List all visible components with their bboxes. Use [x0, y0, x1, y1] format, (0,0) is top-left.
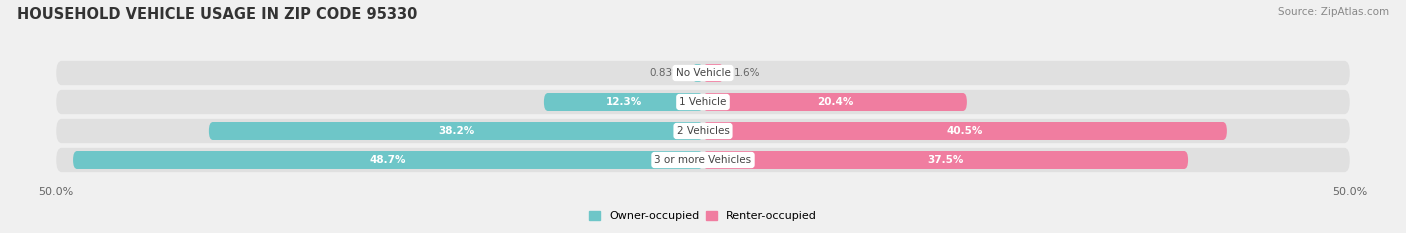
Text: 1 Vehicle: 1 Vehicle [679, 97, 727, 107]
FancyBboxPatch shape [703, 122, 1227, 140]
FancyBboxPatch shape [692, 64, 703, 82]
Legend: Owner-occupied, Renter-occupied: Owner-occupied, Renter-occupied [585, 206, 821, 226]
FancyBboxPatch shape [703, 64, 724, 82]
FancyBboxPatch shape [703, 151, 1188, 169]
Text: 2 Vehicles: 2 Vehicles [676, 126, 730, 136]
FancyBboxPatch shape [56, 148, 1350, 172]
FancyBboxPatch shape [73, 151, 703, 169]
Text: 1.6%: 1.6% [734, 68, 761, 78]
Text: 37.5%: 37.5% [928, 155, 963, 165]
Text: 38.2%: 38.2% [437, 126, 474, 136]
FancyBboxPatch shape [56, 119, 1350, 143]
Text: 48.7%: 48.7% [370, 155, 406, 165]
FancyBboxPatch shape [209, 122, 703, 140]
FancyBboxPatch shape [56, 90, 1350, 114]
FancyBboxPatch shape [544, 93, 703, 111]
Text: HOUSEHOLD VEHICLE USAGE IN ZIP CODE 95330: HOUSEHOLD VEHICLE USAGE IN ZIP CODE 9533… [17, 7, 418, 22]
Text: 40.5%: 40.5% [946, 126, 983, 136]
Text: 20.4%: 20.4% [817, 97, 853, 107]
FancyBboxPatch shape [56, 61, 1350, 85]
Text: 0.83%: 0.83% [650, 68, 682, 78]
Text: 3 or more Vehicles: 3 or more Vehicles [654, 155, 752, 165]
Text: Source: ZipAtlas.com: Source: ZipAtlas.com [1278, 7, 1389, 17]
FancyBboxPatch shape [703, 93, 967, 111]
Text: 12.3%: 12.3% [606, 97, 641, 107]
Text: No Vehicle: No Vehicle [675, 68, 731, 78]
